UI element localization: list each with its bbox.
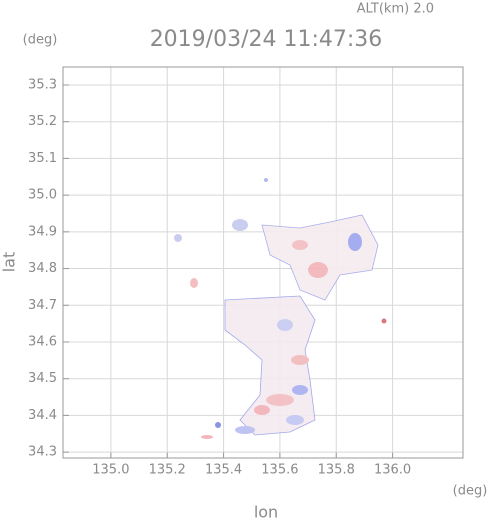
x-axis-label: lon <box>254 503 278 521</box>
y-tick-label: 34.3 <box>28 445 57 460</box>
plot-frame <box>62 66 464 459</box>
y-tick-label: 34.7 <box>28 298 57 313</box>
radar-echo <box>174 178 387 439</box>
y-tick-label: 34.9 <box>28 224 57 239</box>
x-unit: (deg) <box>453 484 488 499</box>
y-tick-label: 34.8 <box>28 261 57 276</box>
y-tick-label: 35.0 <box>28 188 57 203</box>
x-tick-label: 135.8 <box>318 463 355 478</box>
y-tick-label: 35.1 <box>28 151 57 166</box>
y-axis-label: lat <box>0 252 19 273</box>
x-tick-label: 135.2 <box>149 463 186 478</box>
y-unit: (deg) <box>23 33 58 48</box>
y-tick-label: 34.6 <box>28 334 57 349</box>
plot-area <box>62 66 464 459</box>
y-tick-label: 35.2 <box>28 114 57 129</box>
x-tick-label: 136.0 <box>374 463 411 478</box>
subtitle: ALT(km) 2.0 <box>357 2 434 17</box>
x-tick-label: 135.0 <box>92 463 129 478</box>
chart-title: 2019/03/24 11:47:36 <box>150 27 383 52</box>
y-tick-label: 34.4 <box>28 408 57 423</box>
x-tick-label: 135.4 <box>205 463 242 478</box>
x-tick-label: 135.6 <box>261 463 298 478</box>
y-tick-label: 35.3 <box>28 77 57 92</box>
y-tick-label: 34.5 <box>28 371 57 386</box>
